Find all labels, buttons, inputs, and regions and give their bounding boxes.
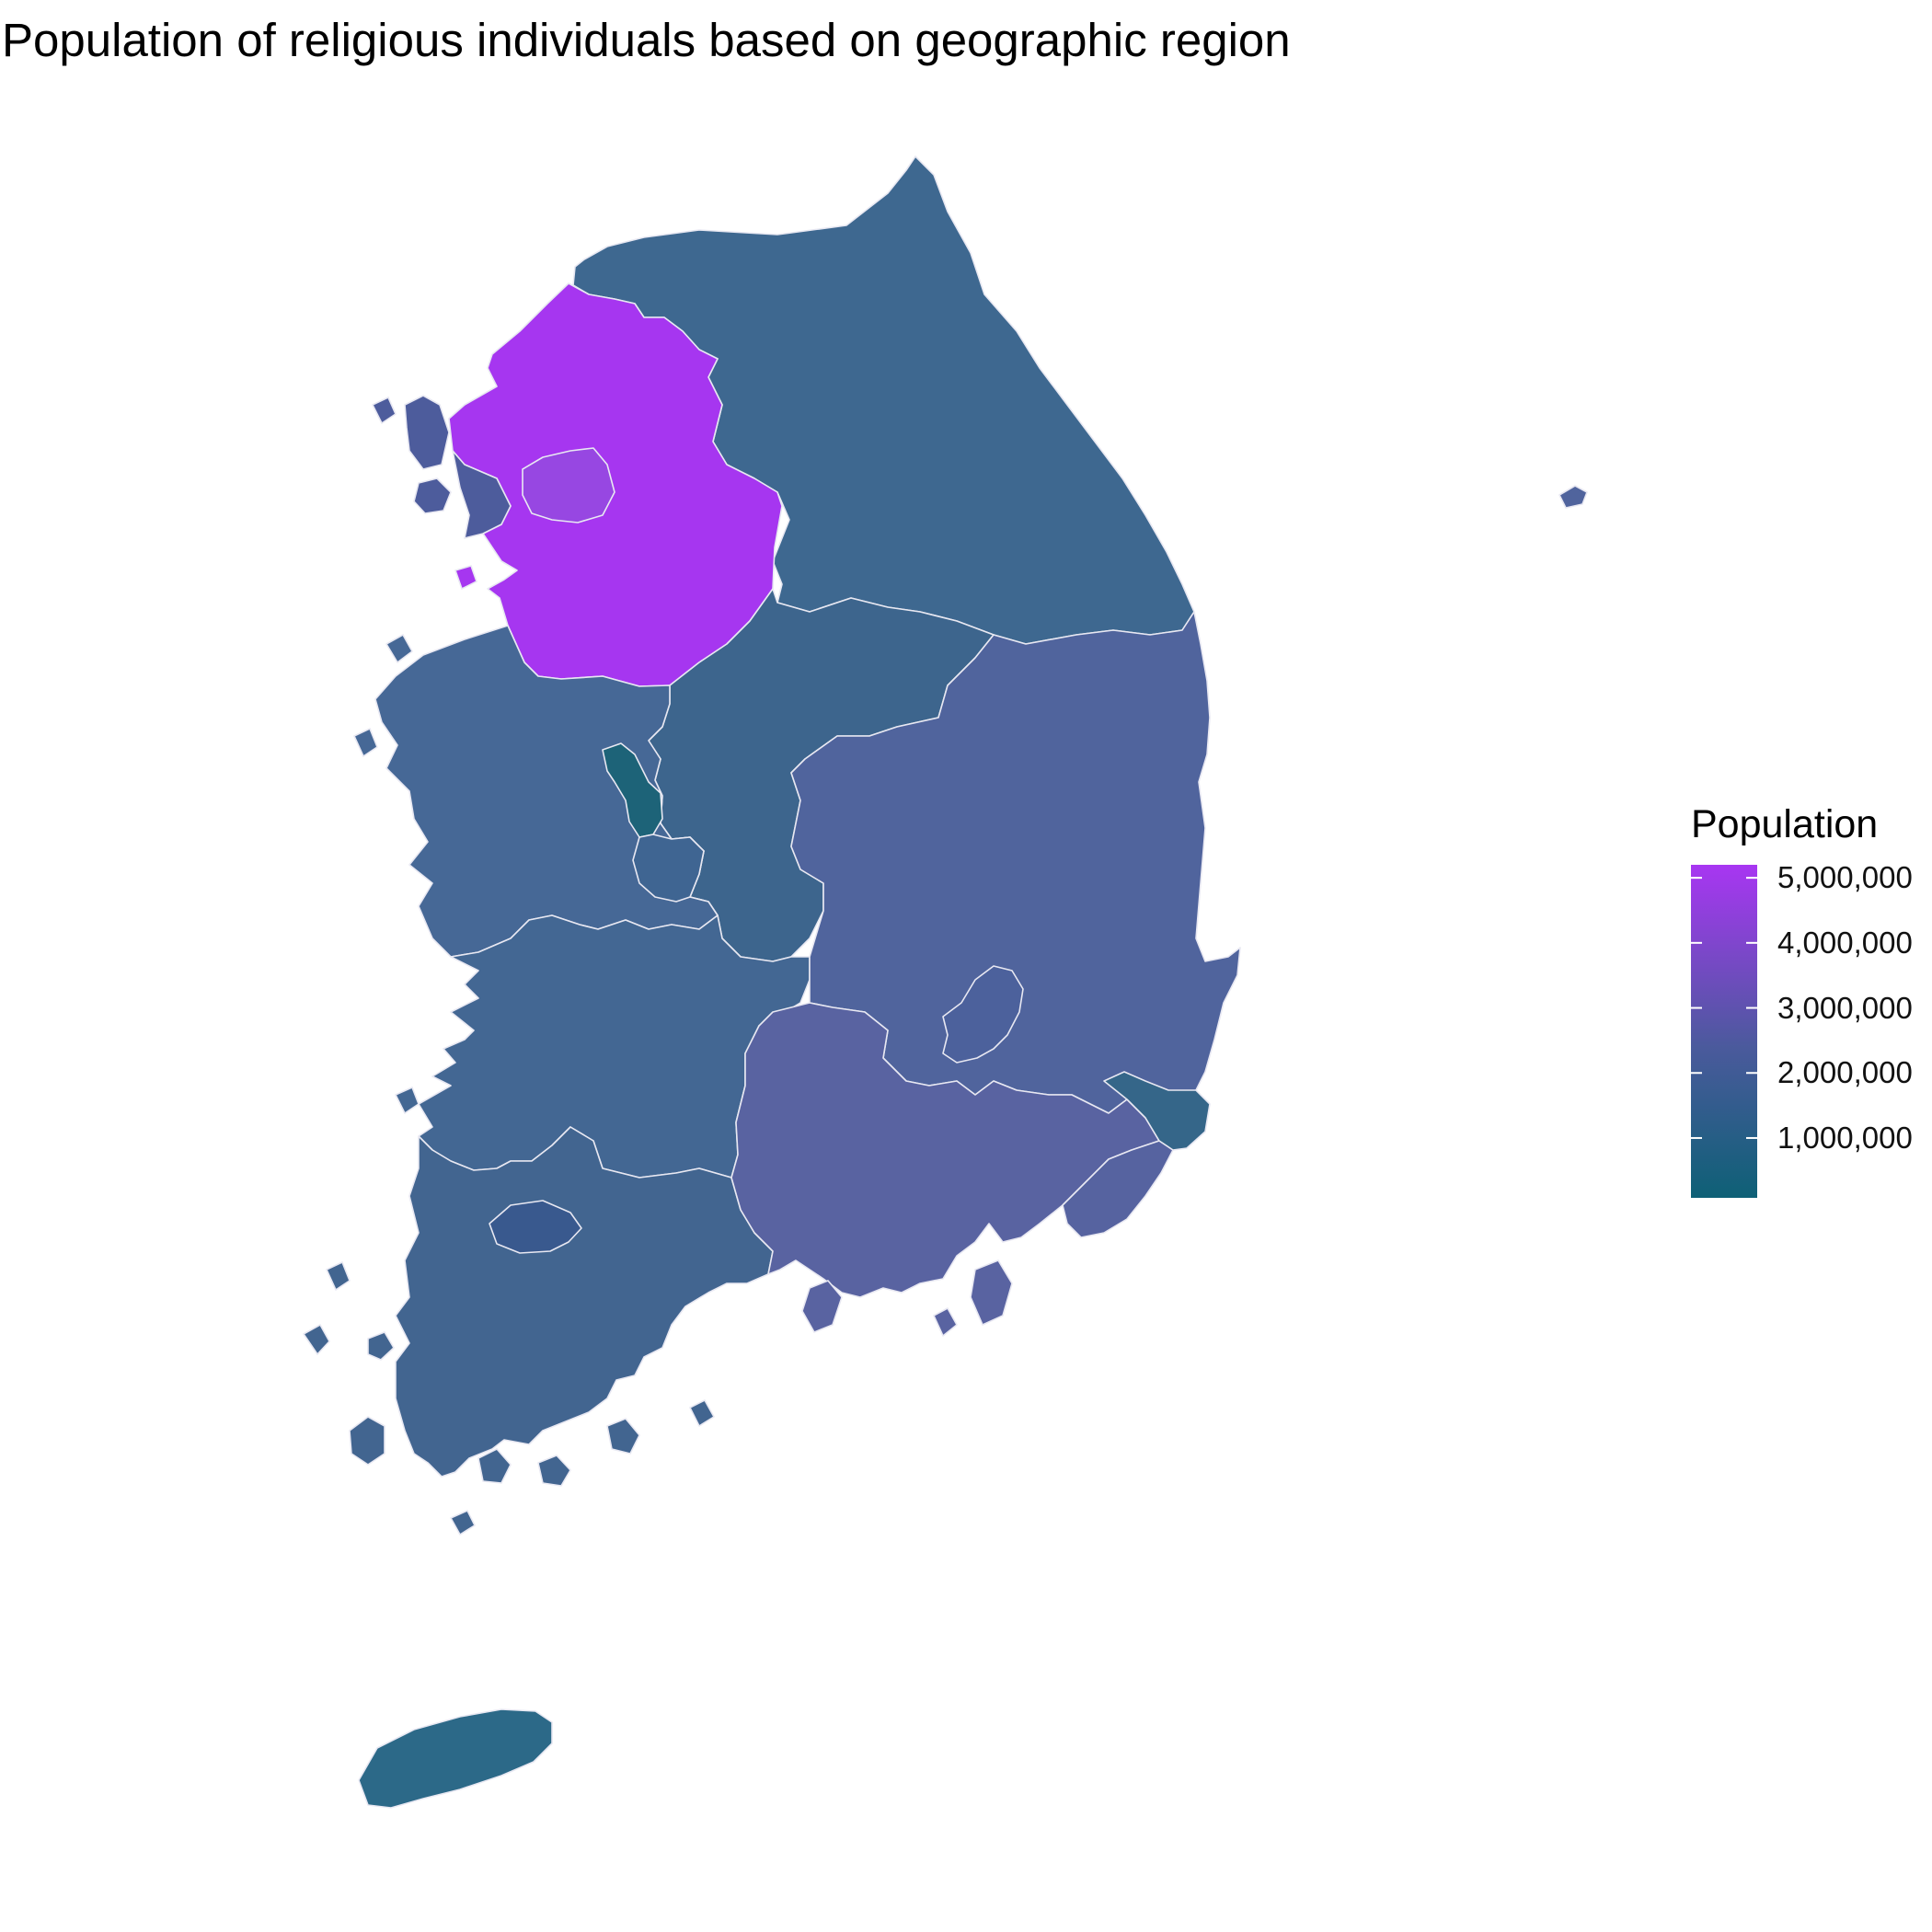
region-gangwon[interactable] (572, 155, 1195, 645)
island-jeonnam-8 (450, 1510, 476, 1535)
island-jeonnam-6 (303, 1324, 330, 1355)
legend-tick-label: 5,000,000 (1777, 860, 1913, 895)
legend-title: Population (1691, 802, 1879, 846)
legend-tick-label: 3,000,000 (1777, 990, 1913, 1025)
island-jeonnam-9 (689, 1399, 715, 1427)
legend-color-bar (1691, 865, 1757, 1198)
island-chungnam-1 (385, 634, 413, 663)
region-daejeon[interactable] (632, 834, 705, 903)
region-jeju[interactable] (358, 1708, 553, 1809)
island-jeonnam-3 (537, 1455, 571, 1487)
region-gyeongbuk-ulleung[interactable] (1558, 485, 1588, 509)
region-busan[interactable] (1062, 1140, 1174, 1238)
island-chungnam-2 (353, 728, 378, 757)
legend-tick-label: 1,000,000 (1777, 1120, 1913, 1155)
legend-tick-label: 2,000,000 (1777, 1055, 1913, 1090)
legend-tick-label: 4,000,000 (1777, 925, 1913, 960)
region-daegu[interactable] (942, 965, 1024, 1064)
region-incheon[interactable] (452, 450, 512, 539)
island-jeonbuk-1 (395, 1087, 420, 1114)
island-gyeongnam-1 (801, 1280, 843, 1333)
legend-ticks (1691, 877, 1757, 1139)
island-incheon-2 (372, 397, 397, 424)
island-gyeonggi-1 (454, 565, 477, 590)
island-gyeongnam-3 (933, 1307, 958, 1337)
island-jeonnam-7 (326, 1261, 351, 1291)
region-chungnam[interactable] (374, 625, 719, 958)
region-jeonnam[interactable] (395, 1126, 774, 1478)
region-layer (303, 155, 1588, 1809)
region-incheon-ganghwa[interactable] (404, 395, 450, 470)
island-gyeongnam-2 (970, 1259, 1013, 1326)
island-jeonnam-5 (367, 1331, 395, 1361)
island-jeonnam-1 (349, 1416, 385, 1466)
island-jeonnam-2 (477, 1448, 512, 1484)
legend (1691, 865, 1757, 1198)
region-incheon-island[interactable] (413, 477, 452, 514)
region-gyeongnam[interactable] (730, 1002, 1160, 1298)
island-jeonnam-4 (606, 1418, 640, 1455)
region-ulsan[interactable] (1103, 1071, 1211, 1151)
region-seoul[interactable] (522, 447, 615, 523)
map-title: Population of religious individuals base… (2, 14, 1291, 66)
region-gwangju[interactable] (489, 1200, 582, 1254)
